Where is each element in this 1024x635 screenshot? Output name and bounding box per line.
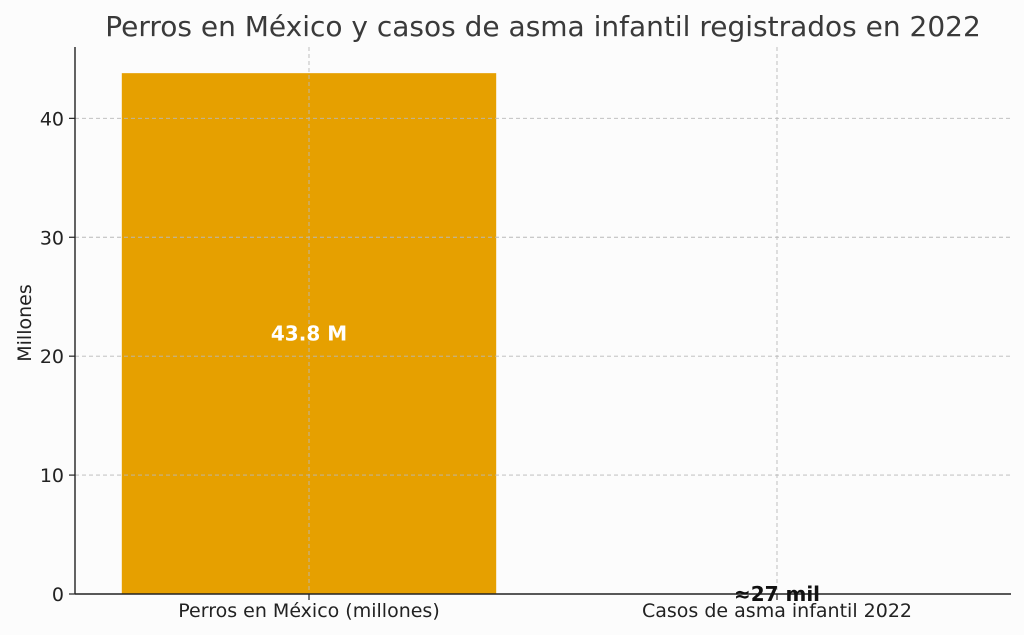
chart-title: Perros en México y casos de asma infanti… bbox=[105, 10, 981, 43]
y-axis-label: Millones bbox=[14, 284, 36, 361]
y-ticks: 0 10 20 30 40 bbox=[40, 108, 75, 606]
x-ticks: Perros en México (millones) Casos de asma… bbox=[178, 594, 912, 622]
grid-lines bbox=[75, 47, 1011, 594]
x-tick-label-0: Perros en México (millones) bbox=[178, 600, 439, 622]
y-tick-label-1: 10 bbox=[40, 465, 64, 487]
y-tick-label-0: 0 bbox=[52, 584, 64, 606]
y-tick-label-2: 20 bbox=[40, 346, 64, 368]
data-label-1: ≈27 mil bbox=[734, 582, 820, 606]
data-labels: 43.8 M ≈27 mil bbox=[271, 322, 820, 606]
y-tick-label-4: 40 bbox=[40, 108, 64, 130]
x-tick-label-1: Casos de asma infantil 2022 bbox=[642, 600, 912, 622]
data-label-0: 43.8 M bbox=[271, 322, 347, 346]
y-tick-label-3: 30 bbox=[40, 227, 64, 249]
axes bbox=[74, 47, 1011, 595]
